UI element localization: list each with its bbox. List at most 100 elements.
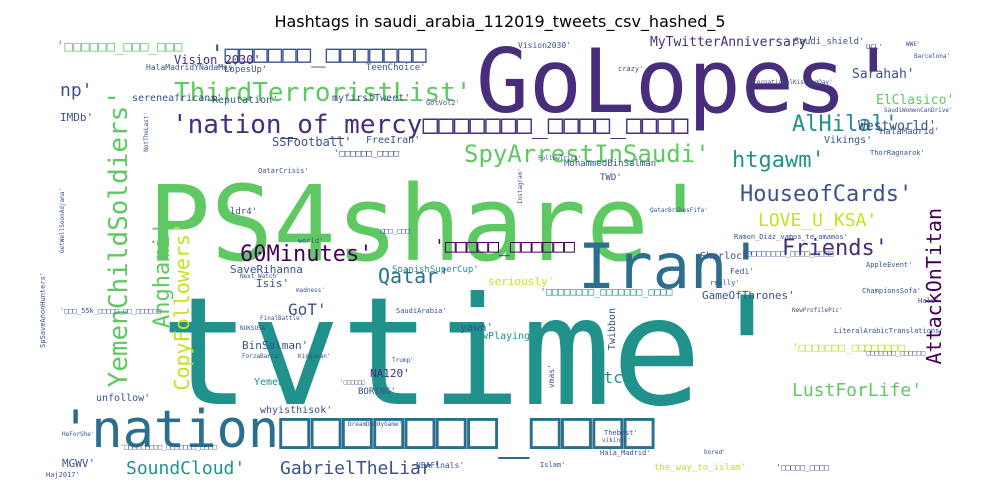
- word-followtrick: FollowTrick': [538, 155, 582, 162]
- word-haj2017: Haj2017': [46, 471, 80, 479]
- word-teenchoice: TeenChoice': [366, 63, 426, 73]
- word-gotvol2: GotVol2': [426, 99, 460, 107]
- word-nation: 'nation□□□□□□□_□□□□: [60, 400, 655, 460]
- word-mohammedbinsalman: MohammedBinSalman': [564, 159, 662, 169]
- word-myfirsttweet: myfirstTweet': [332, 93, 411, 104]
- word-getwellsoonadjama: GetWellSoonAdjama': [59, 188, 66, 254]
- word-appleevent: AppleEvent': [866, 261, 913, 269]
- word-ucl: UCL': [866, 43, 883, 51]
- word-barcelona: Barcelona': [914, 53, 951, 60]
- word-thorragnarok: ThorRagnarok': [870, 149, 925, 157]
- word-crazy: crazy': [618, 65, 644, 73]
- word-spyarrestinsaudi: SpyArrestInSaudi': [464, 140, 710, 168]
- word-nation-of-mercy: 'nation_of_mercy□□□□□□□_□□□□_□□□□: [172, 110, 689, 140]
- word-twibbon: Twibbon: [607, 308, 618, 351]
- word-spsaveanonhunters: SpSaveAnonHunters': [40, 272, 47, 348]
- word-the-way-to-islam: the_way_to_islam': [654, 463, 747, 473]
- word-attackontitan: AttackOnTitan: [922, 208, 946, 365]
- word-nbafinals: NBAFinals': [416, 461, 465, 470]
- word-reputation: Reputation': [212, 95, 279, 106]
- word-elclasico: ElClasico': [876, 93, 955, 108]
- word-next-watch: Next_Watch': [240, 273, 280, 280]
- word-sherlock: Sherlock': [700, 251, 755, 262]
- word-unfollow: unfollow': [96, 393, 151, 404]
- word-freeiran: FreeIran': [366, 135, 421, 146]
- word-60minutes: 60Minutes': [240, 242, 373, 267]
- word-vision-2030-a: Vision_2030': [174, 53, 261, 67]
- word-lustforlife: LustForLife': [792, 380, 923, 401]
- word-literalarabictranslations: LiteralArabicTranslations': [834, 327, 944, 335]
- word-arabic-top: '□□□□□□_□□□□□□□: [210, 40, 427, 68]
- word-notthelast: NotTheLast': [143, 112, 150, 152]
- word-thebest: Thebest': [604, 429, 638, 437]
- word-love-u-ksa: LOVE_U_KSA': [758, 210, 878, 231]
- word-yawn: yawn': [460, 321, 494, 334]
- word-copyfollowers: CopyFollowers': [170, 222, 194, 391]
- word-arabic-55k: '□□□_55k_□□□□□_□□_□□□□□□: [60, 307, 162, 315]
- word-boring: BORING': [358, 387, 396, 397]
- word-newprofilepic: NewProfilePic': [792, 307, 843, 314]
- word-arabic-mid: '□□□□□_□□□□□□: [434, 236, 575, 257]
- word-hala: Hala': [918, 297, 940, 305]
- word-sereneafricans: sereneafricans': [132, 93, 223, 104]
- word-nowplaying: NowPlaying': [470, 331, 537, 342]
- word-halamadridynadamas: HalaMadridYNadaMas': [146, 63, 238, 72]
- word-twd: TWD': [600, 173, 622, 183]
- word-world: world': [298, 237, 324, 245]
- word-spanishsupercup: SpanishSuperCup': [392, 265, 479, 275]
- word-arabic-h: '□□□□□□□_□□□□□□: [862, 349, 926, 357]
- word-islam: Islam': [540, 461, 566, 469]
- word-golopes: GoLopes': [476, 32, 900, 133]
- word-madness: madness': [296, 287, 325, 294]
- word-arabic-top-left: '□□□□□□_□□□_□□□: [56, 39, 183, 55]
- word-gameofthrones: GameOfThrones': [702, 289, 795, 302]
- word-np: np': [60, 80, 93, 101]
- word-halamadrid: HalaMadrid': [880, 127, 940, 137]
- word-arabic-g: '□□□□□□□□_□□□□_□□□□: [742, 249, 834, 258]
- word-ssfootball: SSFootball': [272, 135, 352, 149]
- word-imdb: IMDb': [60, 111, 94, 124]
- word-sarahah: Sarahah': [852, 67, 915, 82]
- word-vikings-lower: vikings': [602, 437, 631, 444]
- word-mgwv: MGWV': [62, 457, 96, 470]
- word-lopesup: LopesUp': [224, 65, 268, 75]
- word-htgawm: htgawm': [732, 148, 825, 173]
- word-saudiarabia: SaudiArabia': [396, 307, 447, 315]
- word-whyisthisok: whyisthisok': [260, 405, 333, 416]
- word-vision2030-b: Vision2030': [518, 41, 571, 50]
- word-ps4share: PS4share': [148, 163, 712, 285]
- word-qatar: Qatar': [378, 264, 451, 288]
- word-kingsman: Kingsman': [298, 353, 331, 360]
- word-nuksusa: NUKSUSA': [240, 325, 269, 332]
- word-friends: Friends': [782, 236, 888, 261]
- word-arabic-f: '□□□□□□_□□□□: [334, 149, 400, 159]
- word-saverihanna: SaveRihanna: [230, 263, 303, 276]
- word-arabic-l: '□□□□□_□□□□: [776, 463, 829, 472]
- word-qatarcrisis: QatarCrisis': [258, 167, 309, 175]
- word-wwe: WWE': [906, 41, 921, 48]
- word-yemenchildsoldiers: YemenChildSoldiers': [104, 90, 134, 388]
- word-cloud: tvtime' PS4share' GoLopes' 'nation□□□□□□…: [40, 32, 960, 492]
- figure-title: Hashtags in saudi_arabia_112019_tweets_c…: [274, 12, 726, 31]
- word-isis: Isis': [256, 277, 290, 290]
- word-fedi: Fedi': [730, 267, 755, 276]
- word-qatarbribesfifa: QatarBribesFifa': [650, 207, 708, 214]
- word-really: really': [710, 279, 740, 287]
- word-seriously: seriously': [488, 275, 555, 288]
- word-internationalkissingday: InternationalKissingDay': [746, 79, 833, 86]
- word-na120: NA120': [370, 367, 410, 380]
- word-heforshe: HeForShe': [62, 431, 95, 438]
- word-vikings: Vikings': [824, 135, 873, 146]
- word-finalbattle: FinalBattle': [260, 315, 304, 322]
- word-bored: bored': [704, 449, 726, 456]
- word-saudiwomencandrive: SaudiWomenCanDrive': [884, 107, 953, 114]
- word-ramon-diaz: Ramon_Diaz_vamos_te_amamos': [734, 233, 848, 241]
- word-arabic-d: '□□□□□□□_□□□□□□□□: [792, 341, 905, 354]
- word-vmas: vmas': [547, 364, 556, 389]
- word-arabic-e: '□□□□□□□□_□□□□□□□_□□□□: [540, 287, 673, 298]
- word-arabic-j: '□□□□□□: [340, 379, 366, 386]
- word-soundcloud: SoundCloud': [126, 458, 246, 479]
- word-championssofa: ChampionsSofa': [862, 287, 922, 295]
- word-dreamdaddygame: DreamDaddyGame': [348, 421, 403, 428]
- word-instagram: Instagram': [517, 168, 524, 205]
